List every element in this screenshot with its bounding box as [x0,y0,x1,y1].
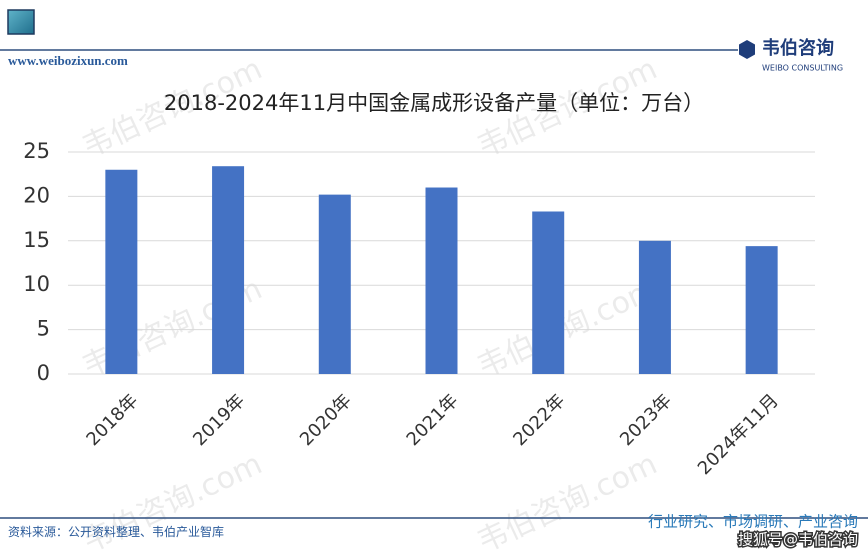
footer-source: 资料来源：公开资料整理、韦伯产业智库 [8,524,224,539]
logo-icon [739,40,755,59]
bar [745,246,778,374]
watermark: 韦伯咨询.com [472,446,662,550]
y-tick-label: 0 [37,361,50,385]
y-tick-label: 25 [23,139,50,163]
bar [532,211,565,374]
y-tick-label: 10 [23,272,50,296]
chart-title: 2018-2024年11月中国金属成形设备产量（单位：万台） [164,91,704,115]
watermark: 韦伯咨询.com [472,271,662,385]
header-url: www.weibozixun.com [8,53,128,68]
x-tick-label: 2018年 [82,390,142,450]
x-tick-label: 2023年 [616,390,676,450]
plot: 0 5 10 15 20 25 2018年 2019年 2020年 2021年 2022年 2023年… [23,139,815,479]
footer-platform: 搜狐号@韦伯咨询 [738,531,858,549]
x-tick-label: 2022年 [509,390,569,450]
y-tick-label: 5 [37,317,50,341]
logo-cn: 韦伯咨询 [762,37,834,59]
bar [425,187,458,374]
x-tick-label: 2024年11月 [694,390,783,479]
bar [638,240,671,374]
footer-slogan: 行业研究、市场调研、产业咨询 [648,513,858,531]
x-tick-label: 2021年 [403,390,463,450]
bar [212,166,245,374]
bar [105,169,138,374]
y-tick-label: 20 [23,183,50,207]
x-tick-label: 2020年 [296,390,356,450]
y-tick-label: 15 [23,228,50,252]
x-tick-label: 2019年 [189,390,249,450]
logo-en: WEIBO CONSULTING [762,64,843,73]
header-square [7,9,35,35]
bar [318,194,351,374]
